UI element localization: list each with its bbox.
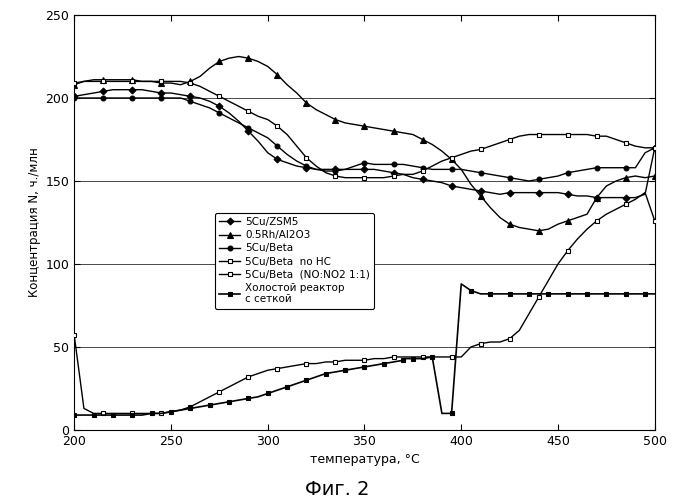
5Cu/Beta xyxy=(380,162,388,168)
5Cu/Beta  no HC xyxy=(593,133,601,139)
Холостой реактор
с сеткой xyxy=(70,412,78,418)
5Cu/Beta  (NO:NO2 1:1) xyxy=(90,410,98,416)
Y-axis label: Концентрация N, ч./млн: Концентрация N, ч./млн xyxy=(28,148,41,298)
Холостой реактор
с сеткой xyxy=(119,412,127,418)
Line: Холостой реактор
с сеткой: Холостой реактор с сеткой xyxy=(72,282,657,417)
5Cu/Beta xyxy=(70,95,78,101)
0.5Rh/Al2O3 xyxy=(186,78,194,84)
5Cu/ZSM5 xyxy=(196,95,204,101)
Холостой реактор
с сеткой xyxy=(651,291,659,297)
5Cu/ZSM5 xyxy=(283,160,291,166)
5Cu/Beta xyxy=(651,145,659,151)
5Cu/Beta  no HC xyxy=(399,172,407,177)
0.5Rh/Al2O3 xyxy=(206,65,214,71)
Text: Фиг. 2: Фиг. 2 xyxy=(305,480,370,499)
5Cu/Beta  (NO:NO2 1:1) xyxy=(389,354,398,360)
5Cu/Beta xyxy=(583,166,591,172)
Холостой реактор
с сеткой xyxy=(418,356,427,362)
5Cu/ZSM5 xyxy=(583,193,591,199)
5Cu/Beta  (NO:NO2 1:1) xyxy=(428,354,436,360)
5Cu/ZSM5 xyxy=(593,194,601,200)
5Cu/Beta  (NO:NO2 1:1) xyxy=(196,399,204,405)
5Cu/Beta  no HC xyxy=(283,132,291,138)
5Cu/ZSM5 xyxy=(428,178,436,184)
5Cu/Beta  no HC xyxy=(651,145,659,151)
Холостой реактор
с сеткой xyxy=(583,291,591,297)
5Cu/ZSM5 xyxy=(215,104,223,110)
Line: 0.5Rh/Al2O3: 0.5Rh/Al2O3 xyxy=(71,54,658,234)
0.5Rh/Al2O3 xyxy=(235,54,243,60)
Холостой реактор
с сеткой xyxy=(457,281,465,287)
Line: 5Cu/Beta: 5Cu/Beta xyxy=(72,96,657,184)
Line: 5Cu/Beta  (NO:NO2 1:1): 5Cu/Beta (NO:NO2 1:1) xyxy=(72,190,657,416)
5Cu/Beta  (NO:NO2 1:1) xyxy=(215,389,223,395)
Line: 5Cu/Beta  no HC: 5Cu/Beta no HC xyxy=(72,79,657,180)
Line: 5Cu/ZSM5: 5Cu/ZSM5 xyxy=(72,88,657,200)
5Cu/Beta  no HC xyxy=(196,84,204,89)
5Cu/Beta  no HC xyxy=(341,174,349,180)
0.5Rh/Al2O3 xyxy=(651,173,659,179)
0.5Rh/Al2O3 xyxy=(593,194,601,200)
Холостой реактор
с сеткой xyxy=(360,364,369,370)
0.5Rh/Al2O3 xyxy=(70,82,78,87)
5Cu/Beta xyxy=(206,105,214,111)
5Cu/Beta  (NO:NO2 1:1) xyxy=(70,332,78,338)
5Cu/Beta xyxy=(418,164,427,170)
5Cu/Beta xyxy=(273,143,281,149)
5Cu/ZSM5 xyxy=(109,86,117,92)
5Cu/Beta  (NO:NO2 1:1) xyxy=(651,218,659,224)
5Cu/ZSM5 xyxy=(70,94,78,100)
5Cu/Beta  (NO:NO2 1:1) xyxy=(641,190,649,196)
5Cu/Beta xyxy=(525,178,533,184)
Холостой реактор
с сеткой xyxy=(186,406,194,411)
Холостой реактор
с сеткой xyxy=(225,399,233,405)
0.5Rh/Al2O3 xyxy=(428,142,436,148)
5Cu/Beta  no HC xyxy=(70,80,78,86)
0.5Rh/Al2O3 xyxy=(283,82,291,87)
5Cu/ZSM5 xyxy=(651,145,659,151)
5Cu/ZSM5 xyxy=(389,170,398,175)
5Cu/Beta  (NO:NO2 1:1) xyxy=(283,364,291,370)
0.5Rh/Al2O3 xyxy=(389,128,398,134)
Legend: 5Cu/ZSM5, 0.5Rh/Al2O3, 5Cu/Beta, 5Cu/Beta  no HC, 5Cu/Beta  (NO:NO2 1:1), Холост: 5Cu/ZSM5, 0.5Rh/Al2O3, 5Cu/Beta, 5Cu/Bet… xyxy=(215,213,375,308)
5Cu/Beta  (NO:NO2 1:1) xyxy=(583,226,591,232)
X-axis label: температура, °C: температура, °C xyxy=(310,454,419,466)
0.5Rh/Al2O3 xyxy=(535,228,543,234)
5Cu/Beta  no HC xyxy=(80,78,88,84)
5Cu/Beta  no HC xyxy=(215,94,223,100)
5Cu/Beta  no HC xyxy=(438,158,446,164)
5Cu/Beta xyxy=(186,98,194,104)
